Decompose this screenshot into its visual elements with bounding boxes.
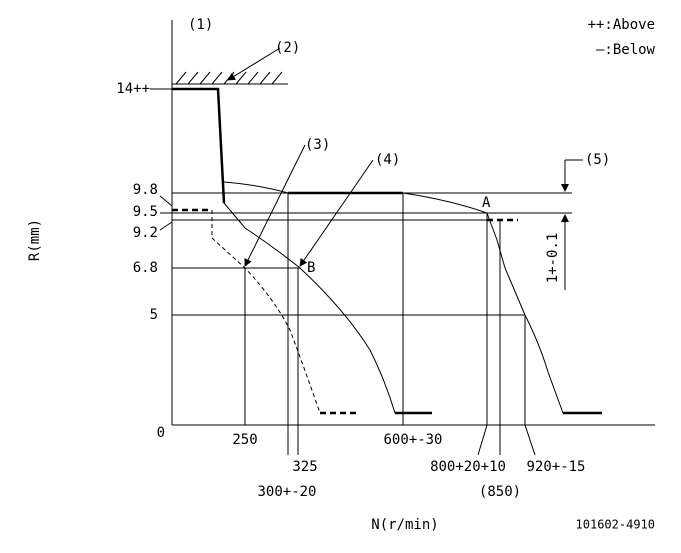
ref-label: (2): [275, 40, 300, 56]
point-label: A: [482, 195, 491, 211]
tolerance-label: 1+-0.1: [545, 233, 561, 284]
x-axis-title: N(r/min): [371, 517, 438, 533]
curves: [172, 87, 602, 415]
legend-text: —:Below: [596, 42, 656, 58]
tolerance-mark: [561, 159, 583, 290]
ref-label: (4): [375, 152, 400, 168]
y-tick-label: 9.5: [133, 204, 158, 220]
ref-label: (1): [188, 17, 213, 33]
reference-lines: [150, 88, 572, 456]
x-tick-label: 600+-30: [383, 432, 442, 448]
x-tick-label: 920+-15: [526, 459, 585, 475]
y-tick-label: 9.8: [133, 182, 158, 198]
axes: [171, 20, 655, 426]
ref-label: (5): [585, 152, 610, 168]
y-tick-label: 14++: [116, 81, 150, 97]
ref-label: (3): [305, 137, 330, 153]
y-tick-label: 5: [150, 307, 158, 323]
y-axis-title: R(mm): [27, 219, 43, 261]
stopper: [172, 47, 288, 85]
x-tick-label: (850): [479, 484, 521, 500]
y-tick-label: 0: [157, 425, 165, 441]
x-tick-label: 800+20+10: [430, 459, 506, 475]
y-tick-label: 6.8: [133, 260, 158, 276]
x-tick-label: 250: [232, 432, 257, 448]
x-tick-label: 325: [292, 459, 317, 475]
y-tick-label: 9.2: [133, 225, 158, 241]
code-label: 101602-4910: [576, 518, 655, 532]
point-label: B: [307, 260, 315, 276]
legend-text: ++:Above: [588, 17, 655, 33]
x-tick-label: 300+-20: [257, 484, 316, 500]
